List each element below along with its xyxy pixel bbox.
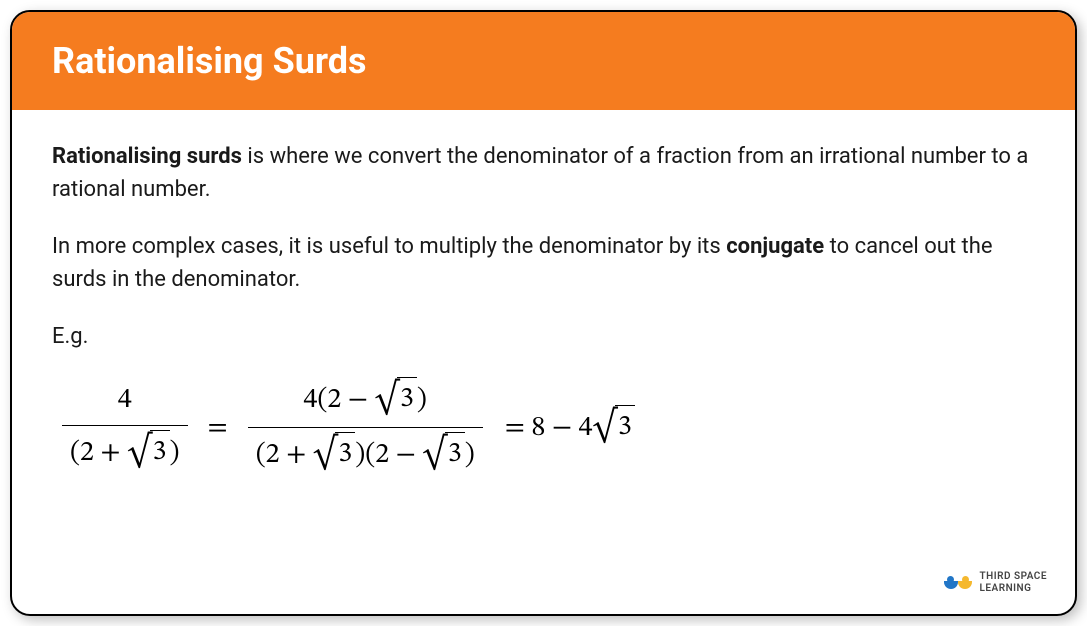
result: = 8 − 4√3 [505, 405, 635, 451]
logo-icon [944, 576, 972, 589]
frac1-denominator: (2 + √3) [62, 425, 188, 476]
paragraph-1: Rationalising surds is where we convert … [52, 140, 1035, 206]
sqrt-icon: √3 [593, 405, 635, 451]
logo-arc-yellow [958, 581, 972, 589]
frac2-numerator: 4(2 − √3) [296, 377, 435, 427]
sqrt-icon: √3 [313, 432, 355, 478]
fraction-2: 4(2 − √3) (2 + √3)(2 − √3) [248, 377, 483, 478]
sqrt-icon: √3 [422, 432, 464, 478]
brand-logo: THIRD SPACE LEARNING [944, 571, 1047, 594]
logo-text: THIRD SPACE LEARNING [980, 571, 1047, 594]
card-header: Rationalising Surds [12, 12, 1075, 110]
paragraph-2: In more complex cases, it is useful to m… [52, 230, 1035, 296]
conjugate-bold: conjugate [726, 234, 824, 259]
frac2-denominator: (2 + √3)(2 − √3) [248, 427, 483, 478]
frac1-numerator: 4 [110, 379, 140, 425]
para2-start: In more complex cases, it is useful to m… [52, 234, 726, 259]
lesson-card: Rationalising Surds Rationalising surds … [10, 10, 1077, 616]
sqrt-icon: √3 [127, 430, 169, 476]
logo-arc-blue [944, 581, 958, 589]
card-content: Rationalising surds is where we convert … [12, 110, 1075, 508]
term-bold: Rationalising surds [52, 144, 242, 169]
equals-sign: = [208, 407, 228, 449]
example-label: E.g. [52, 320, 1035, 353]
fraction-1: 4 (2 + √3) [62, 379, 188, 476]
formula: 4 (2 + √3) = 4(2 − √3) (2 + √3)(2 − √3) … [52, 377, 1035, 478]
card-title: Rationalising Surds [52, 40, 367, 82]
sqrt-icon: √3 [375, 377, 417, 423]
